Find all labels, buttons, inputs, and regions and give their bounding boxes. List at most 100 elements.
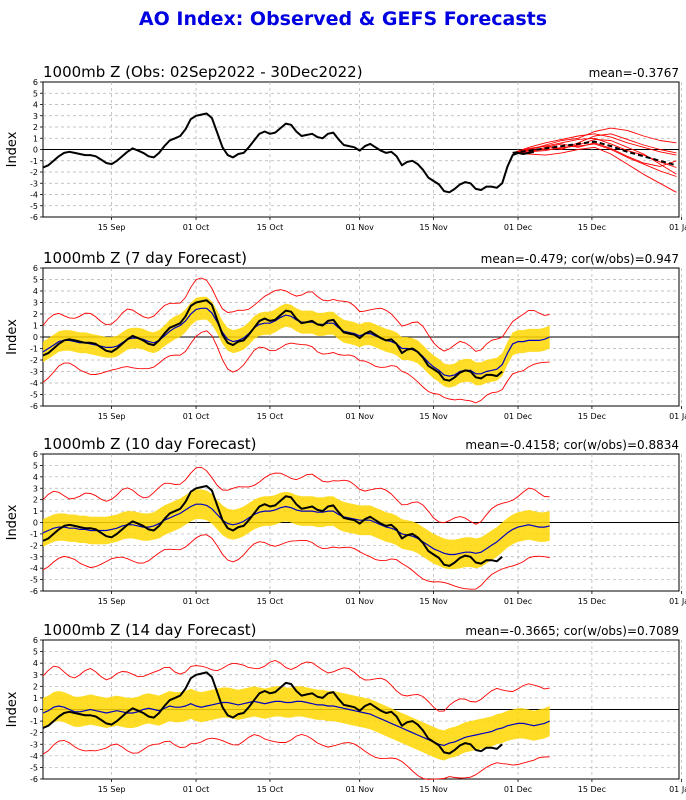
x-tick-label: 01 Oct — [183, 412, 210, 421]
y-tick-label: -5 — [30, 391, 38, 400]
y-tick-label: -4 — [30, 379, 38, 388]
ensemble-member-line — [512, 146, 677, 193]
y-tick-label: 6 — [33, 636, 38, 645]
x-tick-label: 15 Sep — [98, 785, 126, 794]
y-axis-label: Index — [5, 691, 20, 727]
x-tick-label: 01 Nov — [346, 785, 375, 794]
x-tick-label: 01 Nov — [346, 223, 375, 232]
panel-stats: mean=-0.4158; cor(w/obs)=0.8834 — [465, 438, 679, 452]
ensemble-min-line — [42, 734, 550, 780]
y-tick-label: 0 — [33, 519, 38, 528]
y-tick-label: 0 — [33, 706, 38, 715]
x-tick-label: 01 Jan — [669, 412, 686, 421]
panel-4 — [40, 639, 683, 782]
spread-band — [43, 296, 550, 388]
x-tick-label: 15 Oct — [257, 223, 284, 232]
y-tick-label: 4 — [33, 101, 38, 110]
panel-3 — [40, 453, 683, 594]
observed-line — [42, 299, 503, 382]
y-tick-label: 1 — [33, 134, 38, 143]
y-tick-label: 3 — [33, 112, 38, 121]
x-tick-label: 01 Dec — [504, 412, 532, 421]
y-tick-label: -4 — [30, 191, 38, 200]
x-tick-label: 01 Nov — [346, 412, 375, 421]
y-tick-label: 4 — [33, 287, 38, 296]
x-tick-label: 15 Nov — [419, 785, 448, 794]
y-tick-label: 5 — [33, 648, 38, 657]
y-tick-label: -5 — [30, 202, 38, 211]
page-title: AO Index: Observed & GEFS Forecasts — [138, 8, 548, 30]
spread-band — [43, 686, 550, 761]
x-tick-label: 15 Nov — [419, 412, 448, 421]
observed-line — [42, 112, 535, 194]
panel-1 — [40, 81, 683, 220]
y-axis-label: Index — [5, 131, 20, 167]
y-tick-label: -6 — [30, 402, 38, 411]
y-tick-label: 5 — [33, 89, 38, 98]
panel-title: 1000mb Z (Obs: 02Sep2022 - 30Dec2022) — [43, 63, 363, 81]
spread-band — [43, 489, 550, 570]
x-tick-label: 01 Jan — [669, 223, 686, 232]
x-tick-label: 01 Dec — [504, 597, 532, 606]
x-tick-label: 15 Nov — [419, 223, 448, 232]
y-tick-label: -3 — [30, 553, 38, 562]
y-tick-label: -2 — [30, 541, 38, 550]
x-tick-label: 01 Jan — [669, 785, 686, 794]
x-tick-label: 15 Oct — [257, 597, 284, 606]
x-tick-label: 15 Oct — [257, 785, 284, 794]
ensemble-max-line — [42, 466, 550, 525]
y-tick-label: -6 — [30, 775, 38, 784]
panel-2 — [40, 267, 683, 409]
y-tick-label: 3 — [33, 671, 38, 680]
ensemble-member-line — [512, 133, 677, 154]
y-tick-label: -6 — [30, 587, 38, 596]
y-tick-label: -6 — [30, 213, 38, 222]
x-tick-label: 15 Dec — [578, 223, 606, 232]
y-tick-label: 2 — [33, 123, 38, 132]
x-tick-label: 01 Dec — [504, 785, 532, 794]
y-tick-label: -2 — [30, 356, 38, 365]
panel-title: 1000mb Z (7 day Forecast) — [43, 249, 247, 267]
y-tick-label: -3 — [30, 740, 38, 749]
y-tick-label: 6 — [33, 450, 38, 459]
x-tick-label: 15 Sep — [98, 597, 126, 606]
ensemble-member-line — [512, 143, 677, 177]
panel-stats: mean=-0.3767 — [589, 66, 679, 80]
y-tick-label: -4 — [30, 564, 38, 573]
y-tick-label: 5 — [33, 276, 38, 285]
y-axis-label: Index — [5, 504, 20, 540]
x-tick-label: 15 Dec — [578, 785, 606, 794]
y-tick-label: 0 — [33, 333, 38, 342]
x-tick-label: 15 Sep — [98, 223, 126, 232]
panel-title: 1000mb Z (14 day Forecast) — [43, 621, 257, 639]
y-tick-label: 6 — [33, 78, 38, 87]
y-axis-label: Index — [5, 319, 20, 355]
y-tick-label: 5 — [33, 461, 38, 470]
y-tick-label: -3 — [30, 368, 38, 377]
ensemble-min-line — [42, 330, 550, 404]
y-tick-label: -1 — [30, 717, 38, 726]
ensemble-max-line — [42, 660, 550, 712]
y-tick-label: 4 — [33, 473, 38, 482]
y-tick-label: -2 — [30, 729, 38, 738]
y-tick-label: -1 — [30, 157, 38, 166]
y-tick-label: -5 — [30, 576, 38, 585]
forecast-mean-line — [512, 140, 677, 167]
y-tick-label: 2 — [33, 310, 38, 319]
x-tick-label: 15 Sep — [98, 412, 126, 421]
y-tick-label: 1 — [33, 507, 38, 516]
y-tick-label: 1 — [33, 322, 38, 331]
ensemble-member-line — [512, 133, 677, 156]
y-tick-label: -3 — [30, 179, 38, 188]
panel-stats: mean=-0.479; cor(w/obs)=0.947 — [481, 252, 679, 266]
y-tick-label: 2 — [33, 496, 38, 505]
y-tick-label: 0 — [33, 146, 38, 155]
x-tick-label: 01 Oct — [183, 223, 210, 232]
x-tick-label: 01 Oct — [183, 597, 210, 606]
y-tick-label: -1 — [30, 530, 38, 539]
y-tick-label: 4 — [33, 659, 38, 668]
x-tick-label: 01 Oct — [183, 785, 210, 794]
panel-stats: mean=-0.3665; cor(w/obs)=0.7089 — [465, 624, 679, 638]
y-tick-label: 3 — [33, 299, 38, 308]
